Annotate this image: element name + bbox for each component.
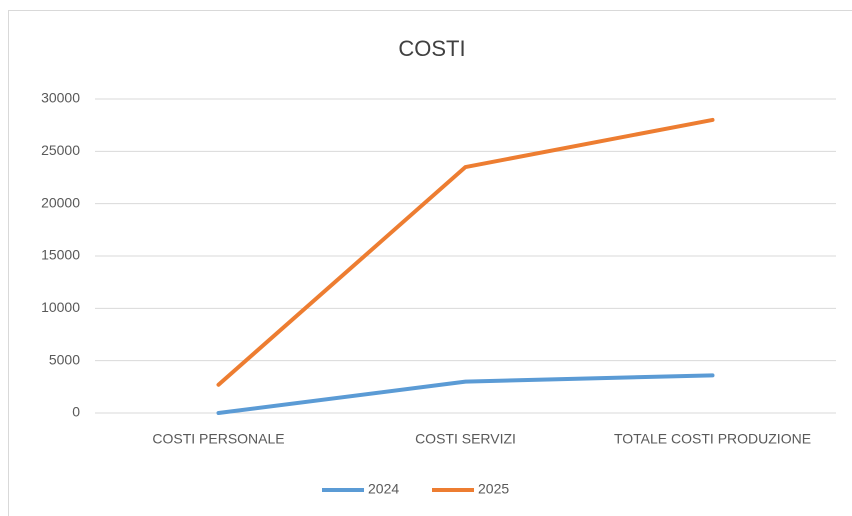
- x-tick-label: TOTALE COSTI PRODUZIONE: [614, 431, 811, 447]
- y-tick-label: 5000: [49, 351, 80, 367]
- chart-title: COSTI: [398, 36, 465, 61]
- y-tick-label: 0: [72, 404, 80, 420]
- y-tick-label: 20000: [41, 194, 80, 210]
- x-tick-label: COSTI SERVIZI: [415, 431, 516, 447]
- y-tick-label: 25000: [41, 142, 80, 158]
- line-series: [216, 373, 715, 415]
- x-tick-label: COSTI PERSONALE: [152, 431, 284, 447]
- y-tick-label: 10000: [41, 299, 80, 315]
- y-tick-label: 30000: [41, 90, 80, 106]
- legend-label: 2025: [478, 481, 509, 497]
- line-series: [216, 117, 715, 387]
- chart-frame: [8, 10, 852, 516]
- legend-label: 2024: [368, 481, 399, 497]
- y-tick-label: 15000: [41, 247, 80, 263]
